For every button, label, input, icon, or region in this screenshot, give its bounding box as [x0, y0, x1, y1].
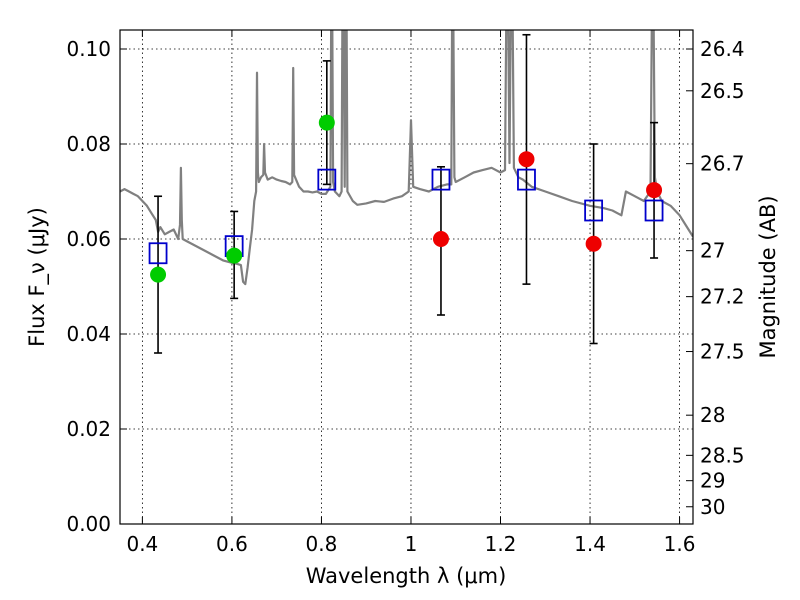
y-tick-label: 0.00 — [66, 512, 111, 536]
x-tick-label: 1 — [405, 532, 418, 556]
observed-circle-marker — [432, 231, 449, 247]
right-tick-label: 26.4 — [700, 37, 745, 61]
x-tick-label: 0.6 — [216, 532, 248, 556]
y-axis-ticks: 0.00 0.02 0.04 0.06 0.08 0.10 — [66, 37, 127, 536]
right-tick-label: 28.5 — [700, 443, 745, 467]
y-tick-label: 0.08 — [66, 132, 111, 156]
x-tick-label: 0.4 — [126, 532, 158, 556]
model-square-marker — [584, 199, 604, 222]
plot-frame — [119, 29, 694, 525]
model-square-marker — [517, 168, 536, 191]
right-axis-label: Magnitude (AB) — [756, 195, 780, 358]
observed-circle-marker — [585, 235, 602, 252]
right-tick-label: 27.5 — [700, 340, 745, 364]
y-tick-label: 0.02 — [66, 417, 111, 441]
model-square-marker — [317, 168, 337, 191]
y-tick-label: 0.04 — [66, 322, 111, 346]
plot-area — [120, 30, 693, 354]
right-tick-label: 26.5 — [700, 79, 745, 103]
model-square-marker — [644, 199, 664, 222]
observed-circle-marker — [518, 151, 535, 168]
right-tick-label: 27.2 — [700, 285, 745, 309]
observed-circle-marker — [226, 247, 243, 264]
model-square-marker — [148, 242, 168, 265]
spectrum-line — [120, 30, 693, 286]
right-tick-label: 28 — [700, 403, 725, 427]
observed-photometry-markers — [150, 114, 663, 283]
y-axis-label: Flux F_ν (μJy) — [25, 207, 50, 347]
x-tick-label: 1.6 — [664, 532, 696, 556]
right-tick-label: 27 — [700, 239, 725, 263]
observed-circle-marker — [318, 114, 335, 131]
right-tick-label: 29 — [700, 469, 725, 493]
y-tick-label: 0.06 — [66, 227, 111, 251]
right-tick-label: 30 — [700, 495, 725, 519]
observed-circle-marker — [646, 182, 663, 199]
model-square-marker — [431, 168, 451, 191]
x-axis-ticks: 0.4 0.6 0.8 1 1.2 1.4 1.6 — [126, 30, 695, 556]
x-tick-label: 1.4 — [574, 532, 606, 556]
x-tick-label: 0.8 — [306, 532, 338, 556]
x-axis-label: Wavelength λ (μm) — [306, 564, 507, 588]
observed-circle-marker — [150, 266, 167, 283]
y-tick-label: 0.10 — [66, 37, 111, 61]
x-tick-label: 1.2 — [485, 532, 517, 556]
right-tick-label: 26.7 — [700, 152, 745, 176]
